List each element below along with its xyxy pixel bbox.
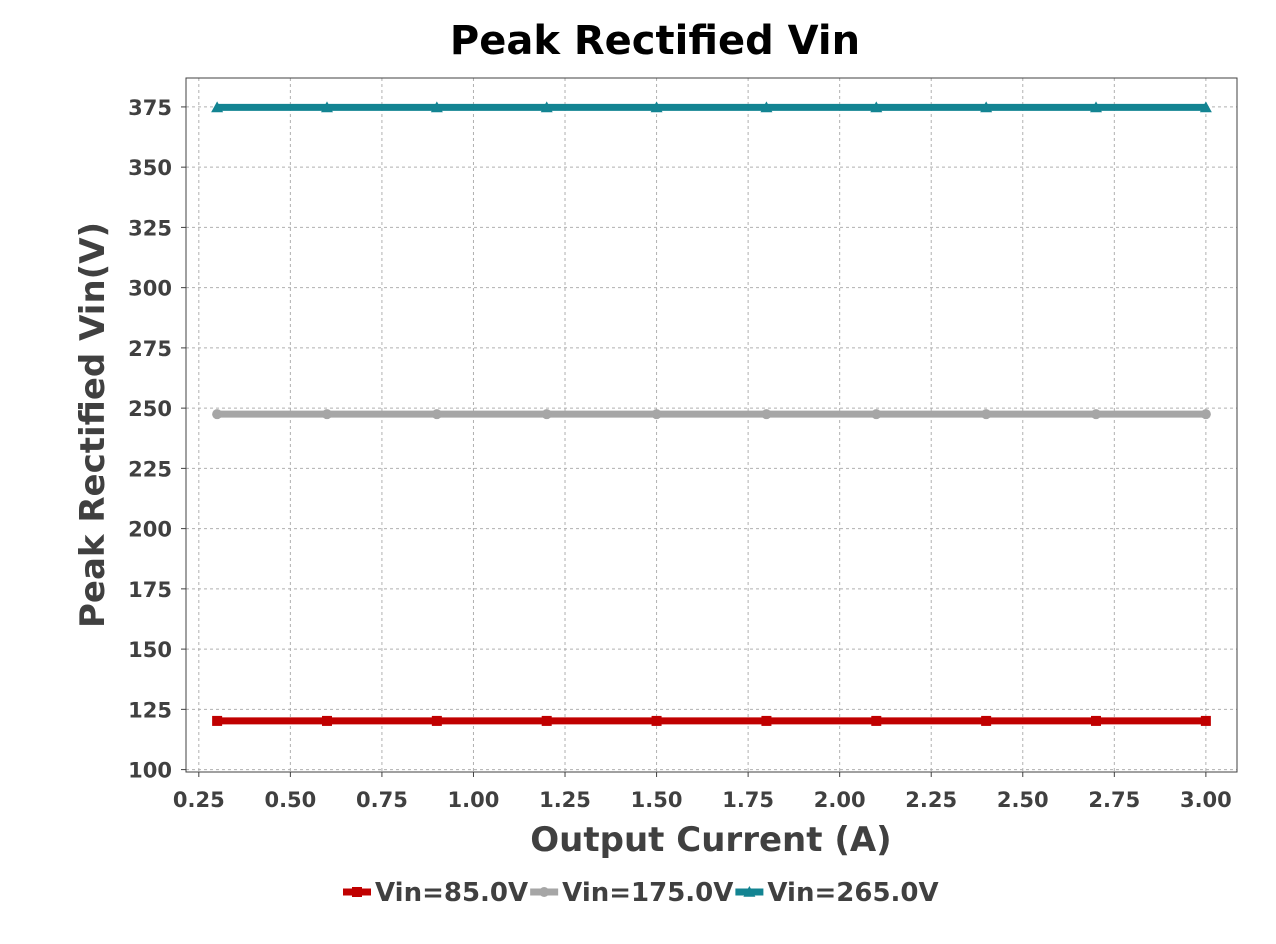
x-tick-label: 1.25 xyxy=(539,788,591,812)
data-point xyxy=(980,101,993,113)
legend: Vin=85.0V Vin=175.0V Vin=265.0V xyxy=(343,878,939,908)
data-point xyxy=(1091,715,1102,726)
y-tick-label: 175 xyxy=(128,578,172,602)
y-tick-label: 125 xyxy=(128,698,172,722)
y-tick-label: 275 xyxy=(128,337,172,361)
data-point xyxy=(431,409,442,420)
data-point xyxy=(541,409,552,420)
y-tick-label: 325 xyxy=(128,216,172,240)
x-tick-label: 1.50 xyxy=(631,788,683,812)
x-tick-label: 1.75 xyxy=(722,788,774,812)
data-point xyxy=(541,715,552,726)
data-point xyxy=(761,409,772,420)
data-point xyxy=(651,715,662,726)
legend-label: Vin=175.0V xyxy=(562,878,733,908)
x-tick-label: 2.75 xyxy=(1088,788,1140,812)
data-point xyxy=(212,409,223,420)
data-point xyxy=(430,101,443,113)
x-tick-label: 0.75 xyxy=(356,788,408,812)
data-point xyxy=(321,409,332,420)
data-point xyxy=(871,715,882,726)
data-point xyxy=(1090,101,1103,113)
y-tick-label: 375 xyxy=(128,96,172,120)
x-tick-label: 2.00 xyxy=(814,788,866,812)
x-axis-ticks: 0.25 0.50 0.75 1.00 1.25 1.50 1.75 2.00 2.25 2.50… xyxy=(173,772,1232,812)
y-tick-label: 150 xyxy=(128,638,172,662)
legend-marker xyxy=(352,887,362,897)
chart-title: Peak Rectified Vin xyxy=(450,18,860,64)
series-square xyxy=(212,715,1211,726)
data-point xyxy=(761,715,772,726)
data-point xyxy=(981,715,992,726)
x-tick-label: 2.25 xyxy=(905,788,957,812)
legend-item: Vin=265.0V xyxy=(735,878,939,908)
x-tick-label: 0.50 xyxy=(264,788,316,812)
data-point xyxy=(540,101,553,113)
legend-label: Vin=85.0V xyxy=(375,878,528,908)
data-point xyxy=(981,409,992,420)
plot-area-frame xyxy=(185,77,1238,773)
y-axis-ticks: 100 125 150 175 200 225 250 275 300 325 350 375 xyxy=(128,96,186,783)
data-point xyxy=(320,101,333,113)
legend-marker xyxy=(743,886,756,897)
legend-label: Vin=265.0V xyxy=(767,878,938,908)
x-tick-label: 0.25 xyxy=(173,788,225,812)
data-point xyxy=(1091,409,1102,420)
y-tick-label: 250 xyxy=(128,397,172,421)
y-tick-label: 200 xyxy=(128,518,172,542)
legend-item: Vin=175.0V xyxy=(530,878,733,908)
y-tick-label: 225 xyxy=(128,457,172,481)
data-point xyxy=(871,409,882,420)
series-group xyxy=(211,101,1212,726)
legend-marker xyxy=(539,887,550,897)
data-point xyxy=(651,409,662,420)
series-triangle xyxy=(211,101,1212,113)
data-point xyxy=(212,715,223,726)
x-axis-label: Output Current (A) xyxy=(530,820,891,860)
data-point xyxy=(870,101,883,113)
grid-lines xyxy=(186,78,1237,772)
x-tick-label: 1.00 xyxy=(448,788,500,812)
data-point xyxy=(431,715,442,726)
data-point xyxy=(211,101,224,113)
y-tick-label: 300 xyxy=(128,277,172,301)
data-point xyxy=(321,715,332,726)
x-tick-label: 2.50 xyxy=(997,788,1049,812)
y-tick-label: 350 xyxy=(128,156,172,180)
data-point xyxy=(650,101,663,113)
y-tick-label: 100 xyxy=(128,759,172,783)
data-point xyxy=(1200,715,1211,726)
y-axis-label: Peak Rectified Vin(V) xyxy=(73,222,113,628)
x-tick-label: 3.00 xyxy=(1180,788,1232,812)
data-point xyxy=(1200,409,1211,420)
series-circle xyxy=(212,409,1211,420)
data-point xyxy=(1199,101,1212,113)
data-point xyxy=(760,101,773,113)
legend-item: Vin=85.0V xyxy=(343,878,528,908)
